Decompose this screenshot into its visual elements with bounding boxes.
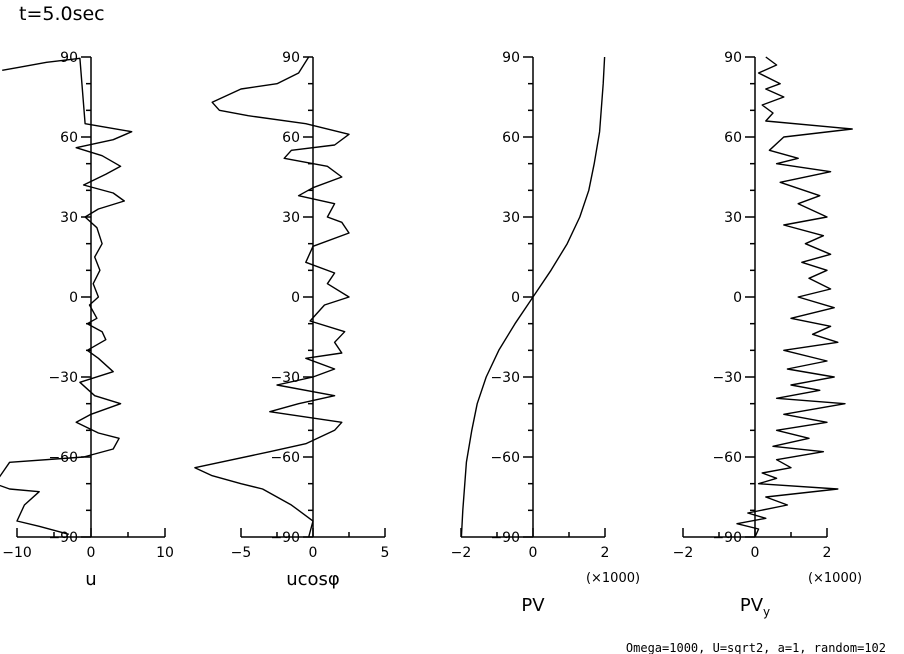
- y-tick-label: 0: [511, 290, 520, 306]
- y-tick-label: −90: [270, 530, 300, 546]
- x-tick-label: 0: [751, 545, 760, 561]
- x-axis-label-subscript: y: [763, 605, 770, 619]
- y-tick-label: −60: [270, 450, 300, 466]
- y-tick-label: 60: [724, 130, 742, 146]
- x-tick-label: 2: [823, 545, 832, 561]
- x-tick-label: 5: [381, 545, 390, 561]
- y-tick-label: −30: [490, 370, 520, 386]
- y-tick-label: 30: [502, 210, 520, 226]
- x-axis-label: ucosφ: [286, 569, 340, 590]
- x-axis-label: PV: [521, 595, 545, 616]
- y-tick-label: 90: [282, 50, 300, 66]
- chart-panel-pv: −2 0 2 −90 −60 −30 0 30 60 90 (×1000) PV: [451, 50, 640, 616]
- y-tick-label: −90: [490, 530, 520, 546]
- y-tick-label: 60: [60, 130, 78, 146]
- chart-panel-pvy: −2 0 2 −90 −60 −30 0 30 60 90 (×1000) PVy: [673, 50, 862, 619]
- x-tick-label: 2: [601, 545, 610, 561]
- y-tick-label: −30: [48, 370, 78, 386]
- x-axis-label: PVy: [740, 595, 770, 619]
- y-tick-label: 90: [724, 50, 742, 66]
- x-tick-label: −2: [451, 545, 472, 561]
- x-tick-label: 10: [156, 545, 174, 561]
- series-line-pv: [460, 56, 606, 538]
- x-tick-label: 0: [529, 545, 538, 561]
- chart-panels: −10 0 10 −90 −60 −30 0 30 60 90 u −5 0 5 −90 −60 −30 0 30 6…: [0, 50, 862, 619]
- y-tick-label: 60: [282, 130, 300, 146]
- y-tick-label: −60: [490, 450, 520, 466]
- y-tick-label: −60: [712, 450, 742, 466]
- y-tick-label: 0: [291, 290, 300, 306]
- title: t=5.0sec: [19, 3, 105, 25]
- scale-note: (×1000): [586, 571, 640, 586]
- series-line-ucos: [194, 56, 350, 538]
- x-tick-label: −2: [673, 545, 694, 561]
- y-tick-label: 90: [60, 50, 78, 66]
- y-tick-label: 60: [502, 130, 520, 146]
- series-line-pvy: [736, 56, 853, 538]
- x-tick-label: −10: [2, 545, 32, 561]
- y-tick-label: 30: [282, 210, 300, 226]
- y-tick-label: −30: [712, 370, 742, 386]
- x-axis-label: u: [85, 569, 96, 590]
- y-tick-label: 30: [60, 210, 78, 226]
- y-tick-label: −90: [48, 530, 78, 546]
- scale-note: (×1000): [808, 571, 862, 586]
- x-tick-label: 0: [309, 545, 318, 561]
- y-tick-label: 90: [502, 50, 520, 66]
- x-tick-label: −5: [231, 545, 252, 561]
- footnote: Omega=1000, U=sqrt2, a=1, random=102: [626, 641, 886, 654]
- y-tick-label: −90: [712, 530, 742, 546]
- series-line-u: [0, 57, 133, 535]
- y-tick-label: 0: [69, 290, 78, 306]
- y-tick-label: 0: [733, 290, 742, 306]
- y-tick-label: 30: [724, 210, 742, 226]
- x-tick-label: 0: [87, 545, 96, 561]
